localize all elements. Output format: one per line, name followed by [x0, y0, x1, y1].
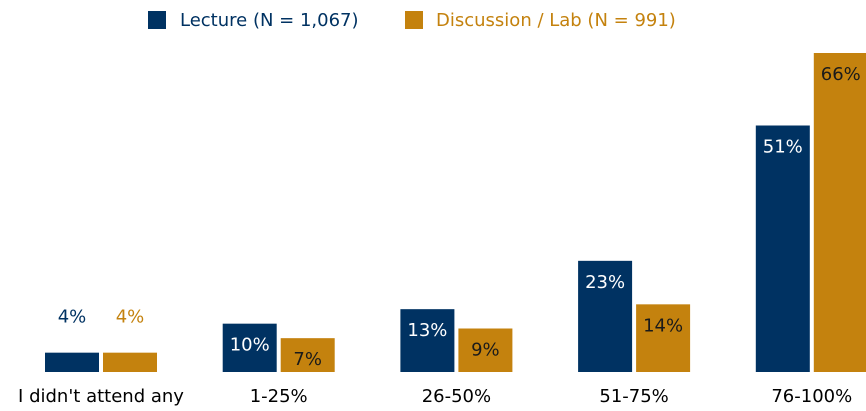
x-tick-label: 1-25% [250, 386, 308, 407]
data-label: 13% [407, 320, 447, 341]
data-label: 51% [763, 137, 803, 158]
x-tick-label: 76-100% [771, 386, 852, 407]
data-label: 4% [58, 307, 87, 328]
data-label: 4% [116, 307, 145, 328]
bar [103, 352, 157, 372]
data-label: 7% [293, 349, 322, 370]
bar [578, 260, 633, 372]
x-tick-label: 51-75% [599, 386, 668, 407]
bar [400, 309, 455, 372]
data-label: 66% [821, 64, 861, 85]
legend-swatch [405, 11, 423, 29]
bar [222, 323, 277, 372]
data-label: 9% [471, 340, 500, 361]
legend-label: Lecture (N = 1,067) [180, 10, 359, 31]
data-label: 10% [230, 335, 270, 356]
bar [813, 53, 866, 372]
x-tick-label: 26-50% [422, 386, 491, 407]
bar [755, 125, 810, 372]
legend-swatch [148, 11, 166, 29]
x-tick-label: I didn't attend any [18, 386, 184, 407]
bar [45, 352, 99, 372]
legend-label: Discussion / Lab (N = 991) [436, 10, 676, 31]
bar [458, 328, 513, 372]
data-label: 14% [643, 315, 683, 336]
data-label: 23% [585, 272, 625, 293]
bar [636, 304, 691, 372]
bar [280, 338, 335, 372]
